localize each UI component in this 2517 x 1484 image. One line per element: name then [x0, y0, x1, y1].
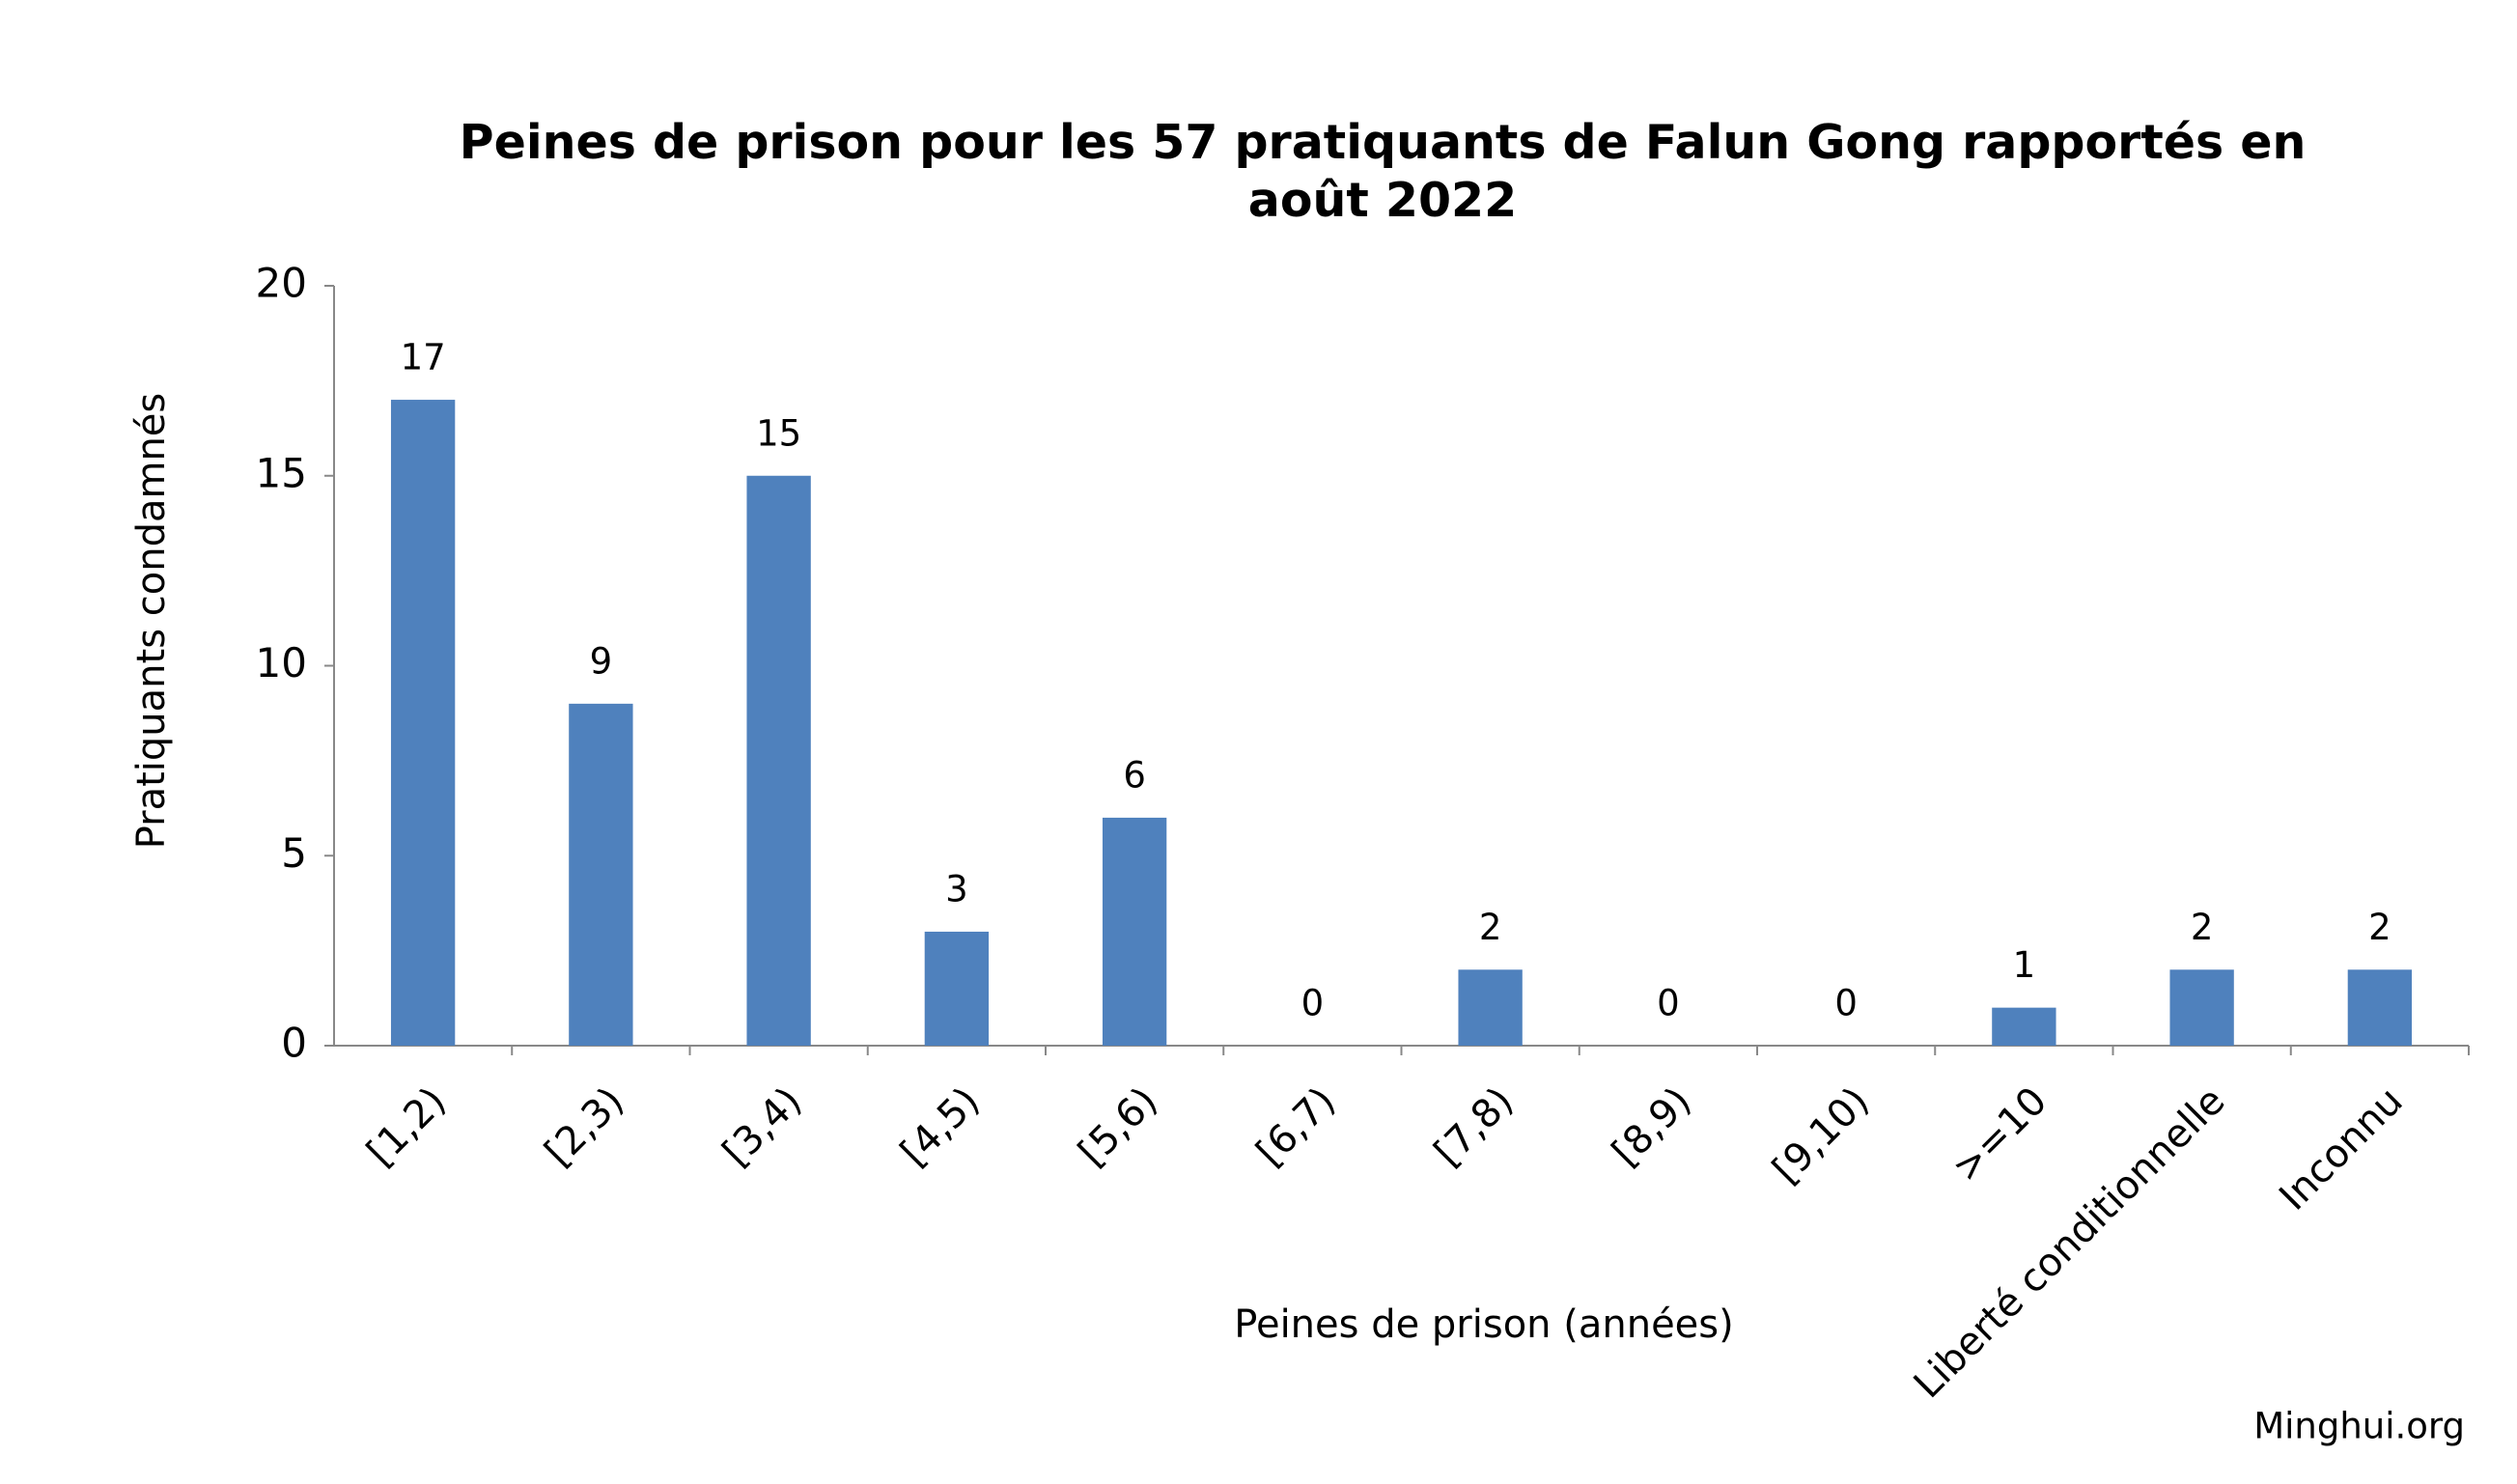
value-label: 2: [2368, 907, 2391, 948]
value-label: 3: [945, 868, 968, 910]
x-tick-label: [3,4): [714, 1078, 811, 1175]
value-label: 9: [590, 640, 613, 682]
bar: [746, 475, 811, 1046]
source: Minghui.org: [2253, 1406, 2465, 1447]
x-tick-label: Inconnu: [2271, 1078, 2411, 1218]
chart-title: Peines de prison pour les 57 pratiquants…: [459, 115, 2307, 228]
bar: [569, 703, 633, 1046]
bar: [2347, 969, 2413, 1046]
bar: [2169, 969, 2234, 1046]
bar: [1102, 817, 1167, 1046]
y-tick-label: 0: [281, 1020, 307, 1067]
value-label: 17: [401, 337, 446, 378]
x-tick-label: [4,5): [892, 1078, 989, 1175]
y-axis-title: Pratiquants condamnés: [129, 393, 174, 850]
value-label: 2: [1479, 907, 1502, 948]
y-tick-label: 20: [256, 260, 307, 307]
value-label: 0: [1834, 983, 1858, 1024]
x-tick-label: [1,2): [358, 1078, 455, 1175]
x-tick-label: [7,8): [1426, 1078, 1523, 1175]
value-label: 2: [2191, 907, 2214, 948]
bar: [924, 931, 990, 1046]
x-tick-label: Liberté conditionnelle: [1906, 1078, 2234, 1407]
bar: [390, 400, 456, 1046]
x-tick-label: [5,6): [1070, 1078, 1166, 1175]
bar: [1992, 1007, 2056, 1046]
y-tick-label: 15: [256, 449, 307, 496]
x-tick-label: [6,7): [1248, 1078, 1345, 1175]
value-label: 1: [2013, 944, 2036, 986]
x-tick-label: [8,9): [1604, 1078, 1700, 1175]
y-tick-label: 10: [256, 639, 307, 686]
x-tick-label: [2,3): [537, 1078, 633, 1175]
y-tick-label: 5: [281, 829, 307, 877]
value-label: 0: [1301, 983, 1325, 1024]
value-label: 6: [1123, 754, 1146, 796]
value-label: 15: [756, 412, 801, 454]
x-tick-label: >=10: [1944, 1078, 2056, 1190]
x-axis-title: Peines de prison (années): [1234, 1302, 1733, 1347]
value-label: 0: [1657, 983, 1680, 1024]
bar: [1458, 969, 1523, 1046]
x-tick-label: [9,10): [1764, 1078, 1878, 1192]
